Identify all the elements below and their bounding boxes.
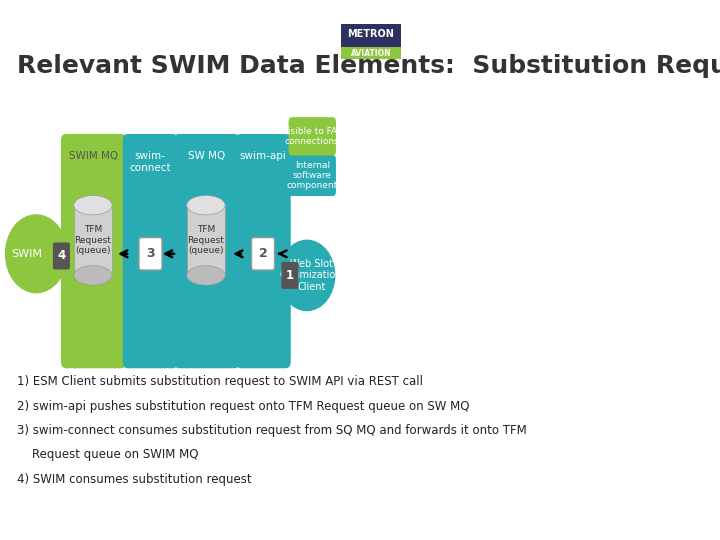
Text: SWIM MQ: SWIM MQ (69, 151, 118, 161)
FancyBboxPatch shape (61, 134, 127, 368)
FancyBboxPatch shape (341, 24, 401, 47)
Text: 1: 1 (286, 269, 294, 282)
Text: SW MQ: SW MQ (188, 151, 225, 161)
Text: swim-
connect: swim- connect (130, 151, 171, 173)
Text: 3: 3 (146, 247, 155, 260)
Polygon shape (73, 205, 112, 275)
Text: SWIM: SWIM (12, 249, 42, 259)
Text: 4: 4 (58, 249, 66, 262)
FancyBboxPatch shape (139, 238, 162, 270)
Text: 1) ESM Client submits substitution request to SWIM API via REST call: 1) ESM Client submits substitution reque… (17, 375, 423, 388)
Text: 3) swim-connect consumes substitution request from SQ MQ and forwards it onto TF: 3) swim-connect consumes substitution re… (17, 424, 527, 437)
Polygon shape (186, 205, 225, 275)
FancyBboxPatch shape (123, 134, 178, 368)
Text: Request queue on SWIM MQ: Request queue on SWIM MQ (17, 448, 199, 461)
Text: 2: 2 (258, 247, 267, 260)
FancyBboxPatch shape (289, 155, 336, 196)
Circle shape (279, 240, 335, 310)
Text: TFM
Request
(queue): TFM Request (queue) (74, 225, 112, 255)
Text: Relevant SWIM Data Elements:  Substitution Request Flow: Relevant SWIM Data Elements: Substitutio… (17, 54, 720, 78)
Ellipse shape (73, 266, 112, 285)
FancyBboxPatch shape (174, 134, 240, 368)
Text: 4) SWIM consumes substitution request: 4) SWIM consumes substitution request (17, 472, 252, 485)
FancyBboxPatch shape (235, 134, 291, 368)
Text: AVIATION: AVIATION (351, 49, 391, 58)
Text: 2) swim-api pushes substitution request onto TFM Request queue on SW MQ: 2) swim-api pushes substitution request … (17, 400, 469, 413)
Text: Visible to FAA
connections: Visible to FAA connections (282, 127, 343, 146)
FancyBboxPatch shape (251, 238, 274, 270)
Ellipse shape (73, 195, 112, 215)
Text: Web Slot
Optimization
Client: Web Slot Optimization Client (280, 259, 343, 292)
Text: TFM
Request
(queue): TFM Request (queue) (187, 225, 225, 255)
Text: Internal
software
component: Internal software component (287, 160, 338, 191)
FancyBboxPatch shape (341, 47, 401, 59)
Ellipse shape (186, 195, 225, 215)
Circle shape (6, 215, 67, 293)
FancyBboxPatch shape (289, 117, 336, 156)
Text: METRON: METRON (348, 29, 395, 39)
FancyBboxPatch shape (53, 242, 70, 269)
Ellipse shape (186, 266, 225, 285)
FancyBboxPatch shape (282, 262, 298, 289)
Text: swim-api: swim-api (240, 151, 287, 161)
